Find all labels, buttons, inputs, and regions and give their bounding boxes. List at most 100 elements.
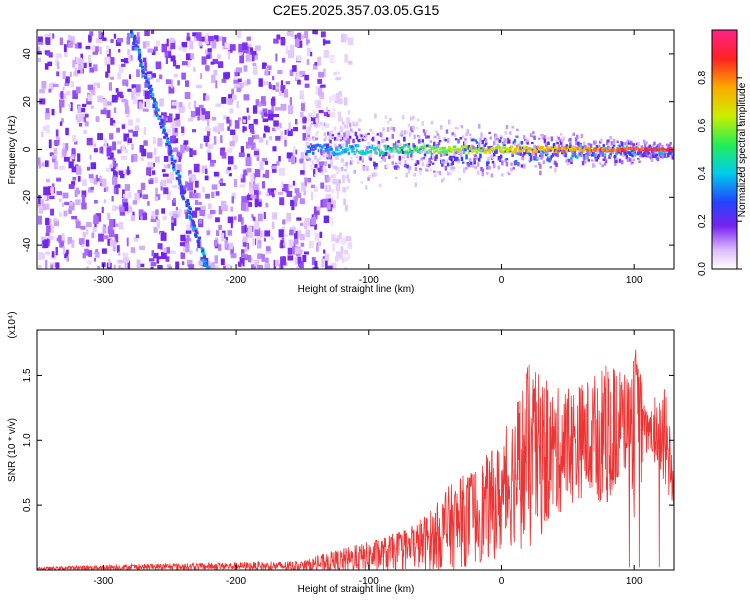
heatmap-cell (652, 154, 655, 158)
heatmap-cell (347, 37, 354, 46)
heatmap-cell (382, 127, 385, 132)
heatmap-cell (248, 137, 254, 146)
heatmap-cell (160, 179, 167, 187)
heatmap-cell (542, 160, 546, 164)
heatmap-cell (276, 161, 280, 166)
heatmap-cell (78, 114, 85, 122)
heatmap-cell (305, 142, 309, 148)
heatmap-cell (108, 258, 111, 268)
heatmap-cell (310, 144, 314, 148)
heatmap-cell (38, 264, 42, 269)
heatmap-cell (618, 158, 622, 163)
heatmap-cell (113, 185, 116, 194)
heatmap-cell (509, 149, 512, 153)
heatmap-cell (324, 136, 328, 140)
heatmap-cell (207, 265, 211, 269)
heatmap-cell (263, 81, 269, 86)
heatmap-cell (204, 126, 210, 132)
heatmap-cell (539, 164, 542, 169)
heatmap-cell (229, 44, 236, 51)
heatmap-cell (263, 133, 266, 138)
heatmap-cell (410, 153, 413, 158)
heatmap-cell (456, 127, 459, 130)
heatmap-cell (513, 147, 517, 151)
heatmap-cell (484, 142, 488, 145)
heatmap-cell (384, 151, 388, 157)
heatmap-cell (479, 153, 482, 159)
heatmap-cell (175, 171, 179, 175)
heatmap-cell (562, 136, 565, 141)
heatmap-cell (150, 88, 154, 91)
heatmap-cell (110, 76, 114, 80)
heatmap-cell (131, 153, 138, 162)
heatmap-cell (56, 71, 60, 77)
heatmap-cell (559, 132, 563, 136)
heatmap-cell (114, 206, 120, 210)
heatmap-cell (332, 165, 336, 169)
heatmap-cell (340, 246, 344, 254)
heatmap-cell (239, 257, 245, 264)
heatmap-cell (310, 121, 314, 124)
heatmap-cell (221, 200, 227, 210)
heatmap-cell (305, 137, 308, 141)
heatmap-cell (197, 238, 201, 242)
heatmap-cell (107, 48, 111, 58)
heatmap-cell (187, 259, 193, 265)
heatmap-cell (280, 240, 284, 249)
heatmap-cell (113, 264, 116, 269)
heatmap-cell (45, 259, 48, 269)
heatmap-cell (236, 72, 240, 77)
heatmap-cell (308, 126, 311, 131)
heatmap-cell (489, 154, 492, 157)
heatmap-cell (388, 154, 391, 159)
heatmap-cell (191, 175, 195, 182)
heatmap-cell (241, 225, 246, 234)
heatmap-cell (361, 156, 365, 160)
heatmap-cell (188, 101, 191, 109)
heatmap-cell (196, 84, 202, 89)
heatmap-cell (540, 156, 543, 160)
heatmap-cell (231, 192, 236, 199)
heatmap-cell (335, 238, 340, 243)
heatmap-cell (81, 103, 87, 107)
heatmap-cell (287, 128, 293, 137)
heatmap-cell (186, 224, 193, 233)
heatmap-cell (304, 251, 309, 255)
heatmap-cell (410, 116, 413, 121)
heatmap-cell (534, 152, 537, 155)
heatmap-cell (84, 248, 89, 256)
heatmap-cell (226, 116, 230, 124)
heatmap-cell (171, 222, 174, 231)
heatmap-cell (177, 173, 181, 177)
heatmap-cell (195, 107, 200, 116)
heatmap-cell (97, 95, 104, 103)
heatmap-cell (67, 41, 73, 48)
heatmap-cell (361, 149, 365, 153)
heatmap-cell (169, 171, 175, 180)
heatmap-cell (401, 115, 405, 120)
heatmap-cell (159, 122, 162, 126)
heatmap-cell (146, 81, 150, 85)
heatmap-cell (339, 146, 344, 153)
heatmap-cell (64, 201, 70, 206)
spectrogram-y-label: Frequency (Hz) (7, 116, 18, 185)
heatmap-cell (47, 61, 53, 67)
heatmap-cell (197, 243, 201, 247)
heatmap-cell (137, 36, 140, 45)
heatmap-cell (198, 104, 204, 109)
heatmap-cell (316, 130, 320, 134)
heatmap-cell (335, 153, 339, 161)
heatmap-cell (672, 148, 674, 152)
heatmap-cell (320, 156, 323, 160)
heatmap-cell (145, 79, 149, 83)
heatmap-cell (380, 132, 383, 138)
heatmap-cell (280, 262, 283, 269)
heatmap-cell (472, 145, 475, 151)
heatmap-cell (185, 80, 190, 87)
heatmap-cell (279, 197, 285, 206)
heatmap-cell (315, 113, 319, 123)
heatmap-cell (467, 151, 471, 155)
heatmap-cell (254, 169, 261, 178)
y-tick-label: 0.5 (22, 498, 33, 512)
heatmap-cell (252, 53, 258, 60)
